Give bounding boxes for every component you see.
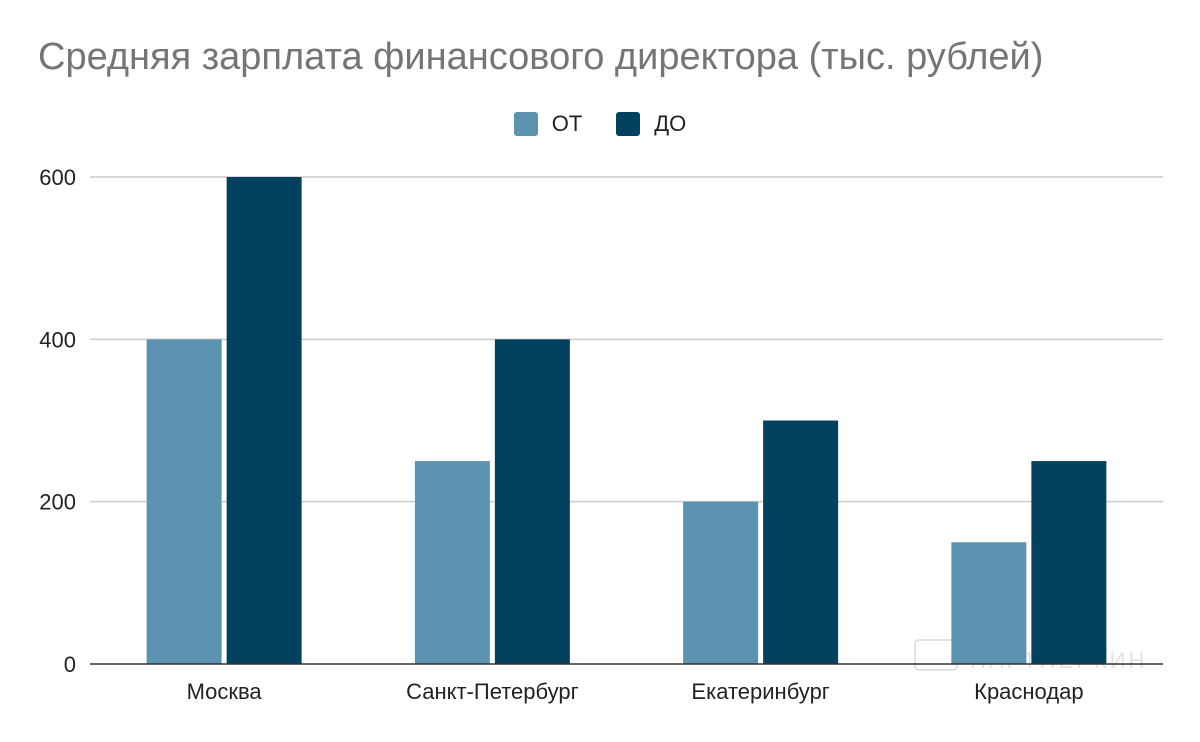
bar-do-3 [1031,461,1107,664]
legend-item-do[interactable]: ДО [616,111,686,137]
bar-ot-3 [951,542,1027,664]
bar-do-0 [226,177,302,664]
watermark-logo-icon [914,639,958,671]
chart-title: Средняя зарплата финансового директора (… [38,36,1044,78]
legend-item-ot[interactable]: ОТ [513,111,583,137]
y-tick-label-200: 200 [39,490,76,515]
bar-do-1 [494,339,570,664]
legend-swatch-do [616,112,641,136]
bar-ot-0 [146,339,222,664]
chart-legend: ОТ ДО [0,110,1200,138]
legend-swatch-ot [513,112,538,136]
y-tick-label-0: 0 [64,652,76,677]
legend-label-do: ДО [654,111,687,136]
bar-ot-2 [683,501,759,664]
x-tick-label-0: Москва [187,679,263,704]
x-tick-label-3: Краснодар [974,679,1084,704]
x-tick-label-1: Санкт-Петербург [406,679,579,704]
x-tick-label-2: Екатеринбург [691,679,829,704]
legend-label-ot: ОТ [551,111,583,136]
y-tick-label-600: 600 [39,165,76,190]
y-tick-label-400: 400 [39,327,76,352]
bar-ot-1 [414,461,490,664]
bar-do-2 [763,420,839,664]
